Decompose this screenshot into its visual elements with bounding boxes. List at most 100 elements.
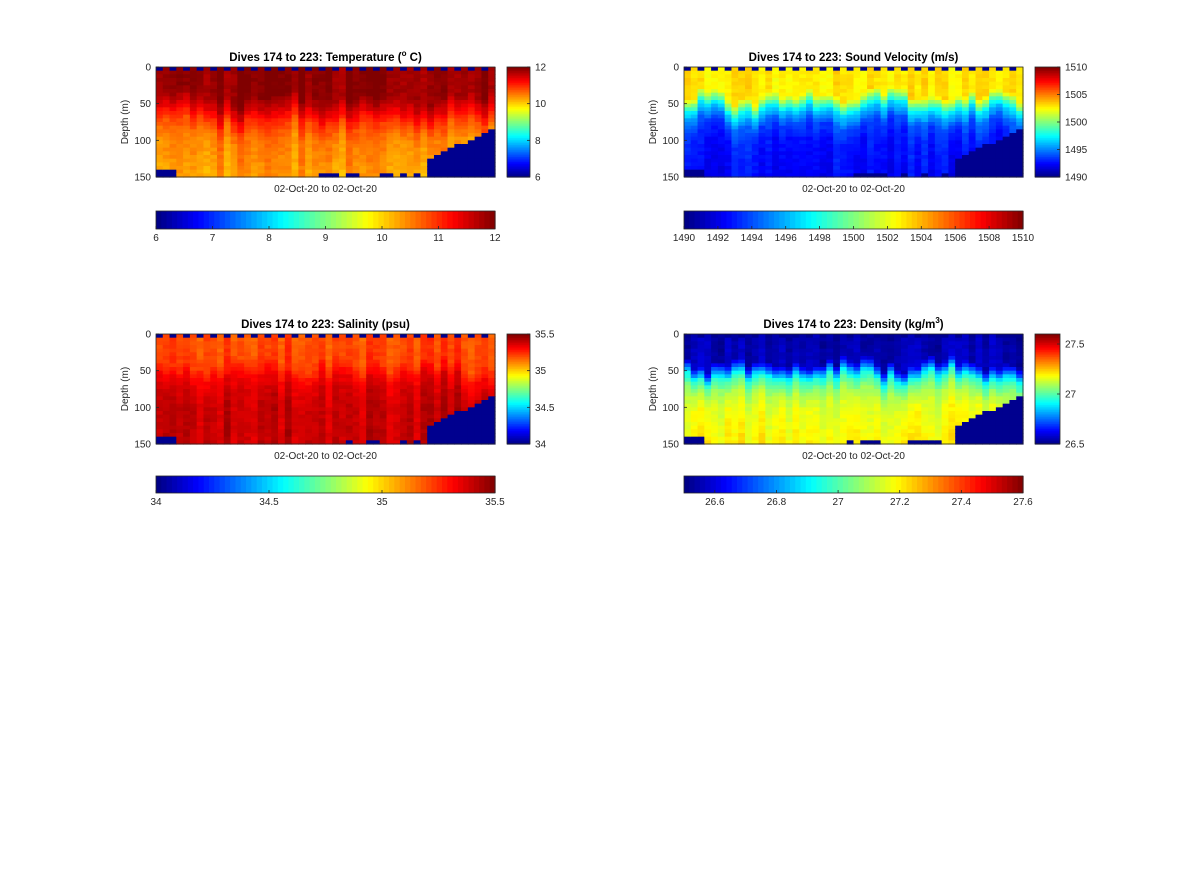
heatmap-cell [305, 341, 313, 346]
heatmap-cell [257, 400, 266, 405]
heatmap-cell [332, 367, 340, 372]
heatmap-cell [799, 151, 807, 156]
heatmap-cell [372, 367, 381, 372]
heatmap-cell [278, 418, 286, 423]
heatmap-cell [948, 140, 956, 145]
heatmap-cell [697, 74, 705, 79]
heatmap-cell [995, 169, 1004, 174]
heatmap-cell [758, 173, 766, 178]
heatmap-cell [156, 100, 164, 105]
heatmap-cell [189, 158, 198, 163]
heatmap-cell [461, 125, 469, 130]
heatmap-cell [765, 162, 773, 167]
heatmap-cell [961, 89, 970, 94]
heatmap-cell [887, 89, 895, 94]
heatmap-cell [711, 173, 719, 178]
heatmap-cell [467, 345, 476, 350]
heatmap-cell [433, 169, 442, 174]
heatmap-cell [826, 70, 834, 75]
heatmap-cell [244, 81, 252, 86]
heatmap-cell [162, 422, 171, 427]
heatmap-cell [237, 422, 245, 427]
heatmap-cell [311, 133, 320, 138]
heatmap-cell [169, 118, 177, 123]
heatmap-cell [196, 440, 205, 445]
heatmap-cell [427, 422, 435, 427]
heatmap-cell [278, 147, 286, 152]
colorbar-segment [452, 211, 459, 229]
heatmap-cell [250, 341, 259, 346]
heatmap-cell [955, 166, 963, 171]
heatmap-cell [461, 396, 469, 401]
heatmap-cell [867, 122, 875, 127]
heatmap-cell [982, 122, 990, 127]
heatmap-cell [806, 133, 814, 138]
heatmap-cell [961, 169, 970, 174]
heatmap-cell [907, 162, 916, 167]
heatmap-cell [887, 111, 895, 116]
heatmap-cell [785, 133, 794, 138]
heatmap-cell [386, 348, 394, 353]
heatmap-cell [250, 129, 259, 134]
heatmap-cell [311, 374, 320, 379]
heatmap-cell [995, 151, 1004, 156]
heatmap-cell [914, 155, 922, 160]
heatmap-cell [928, 81, 936, 86]
heatmap-cell [413, 429, 422, 434]
heatmap-cell [995, 96, 1004, 101]
heatmap-cell [230, 378, 238, 383]
heatmap-cell [305, 381, 313, 386]
heatmap-cell [339, 166, 347, 171]
heatmap-cell [433, 352, 442, 357]
heatmap-cell [684, 100, 692, 105]
heatmap-cell [427, 129, 435, 134]
heatmap-cell [413, 348, 422, 353]
heatmap-cell [359, 85, 367, 90]
heatmap-cell [278, 403, 286, 408]
heatmap-cell [318, 74, 327, 79]
heatmap-cell [359, 345, 367, 350]
heatmap-cell [318, 158, 327, 163]
heatmap-cell [203, 70, 211, 75]
heatmap-cell [305, 407, 313, 412]
heatmap-cell [366, 114, 374, 119]
heatmap-cell [311, 144, 320, 149]
heatmap-cell [467, 367, 476, 372]
heatmap-cell [311, 367, 320, 372]
heatmap-cell [900, 166, 909, 171]
heatmap-cell [420, 125, 428, 130]
heatmap-cell [995, 129, 1004, 134]
heatmap-cell [169, 436, 177, 441]
heatmap-cell [731, 70, 739, 75]
heatmap-cell [900, 118, 909, 123]
heatmap-cell [339, 111, 347, 116]
heatmap-cell [264, 411, 272, 416]
colorbar-segment [447, 476, 454, 493]
heatmap-cell [900, 89, 909, 94]
heatmap-cell [880, 140, 888, 145]
heatmap-cell [758, 92, 766, 97]
heatmap-cell [393, 378, 401, 383]
heatmap-cell [400, 411, 408, 416]
heatmap-cell [271, 370, 279, 375]
heatmap-cell [325, 414, 333, 419]
heatmap-cell [867, 67, 875, 72]
heatmap-cell [176, 173, 184, 178]
heatmap-cell [873, 81, 882, 86]
heatmap-cell [461, 411, 469, 416]
heatmap-cell [697, 111, 705, 116]
heatmap-cell [393, 100, 401, 105]
colorbar-segment [1035, 170, 1060, 173]
heatmap-cell [183, 70, 191, 75]
colorbar-segment [507, 92, 530, 96]
heatmap-cell [481, 359, 489, 364]
heatmap-cell [230, 385, 238, 390]
heatmap-cell [833, 125, 841, 130]
heatmap-cell [223, 440, 232, 445]
heatmap-cell [765, 89, 773, 94]
heatmap-cell [210, 173, 218, 178]
heatmap-cell [697, 107, 705, 112]
heatmap-cell [372, 166, 381, 171]
heatmap-cell [372, 385, 381, 390]
heatmap-cell [968, 147, 977, 152]
